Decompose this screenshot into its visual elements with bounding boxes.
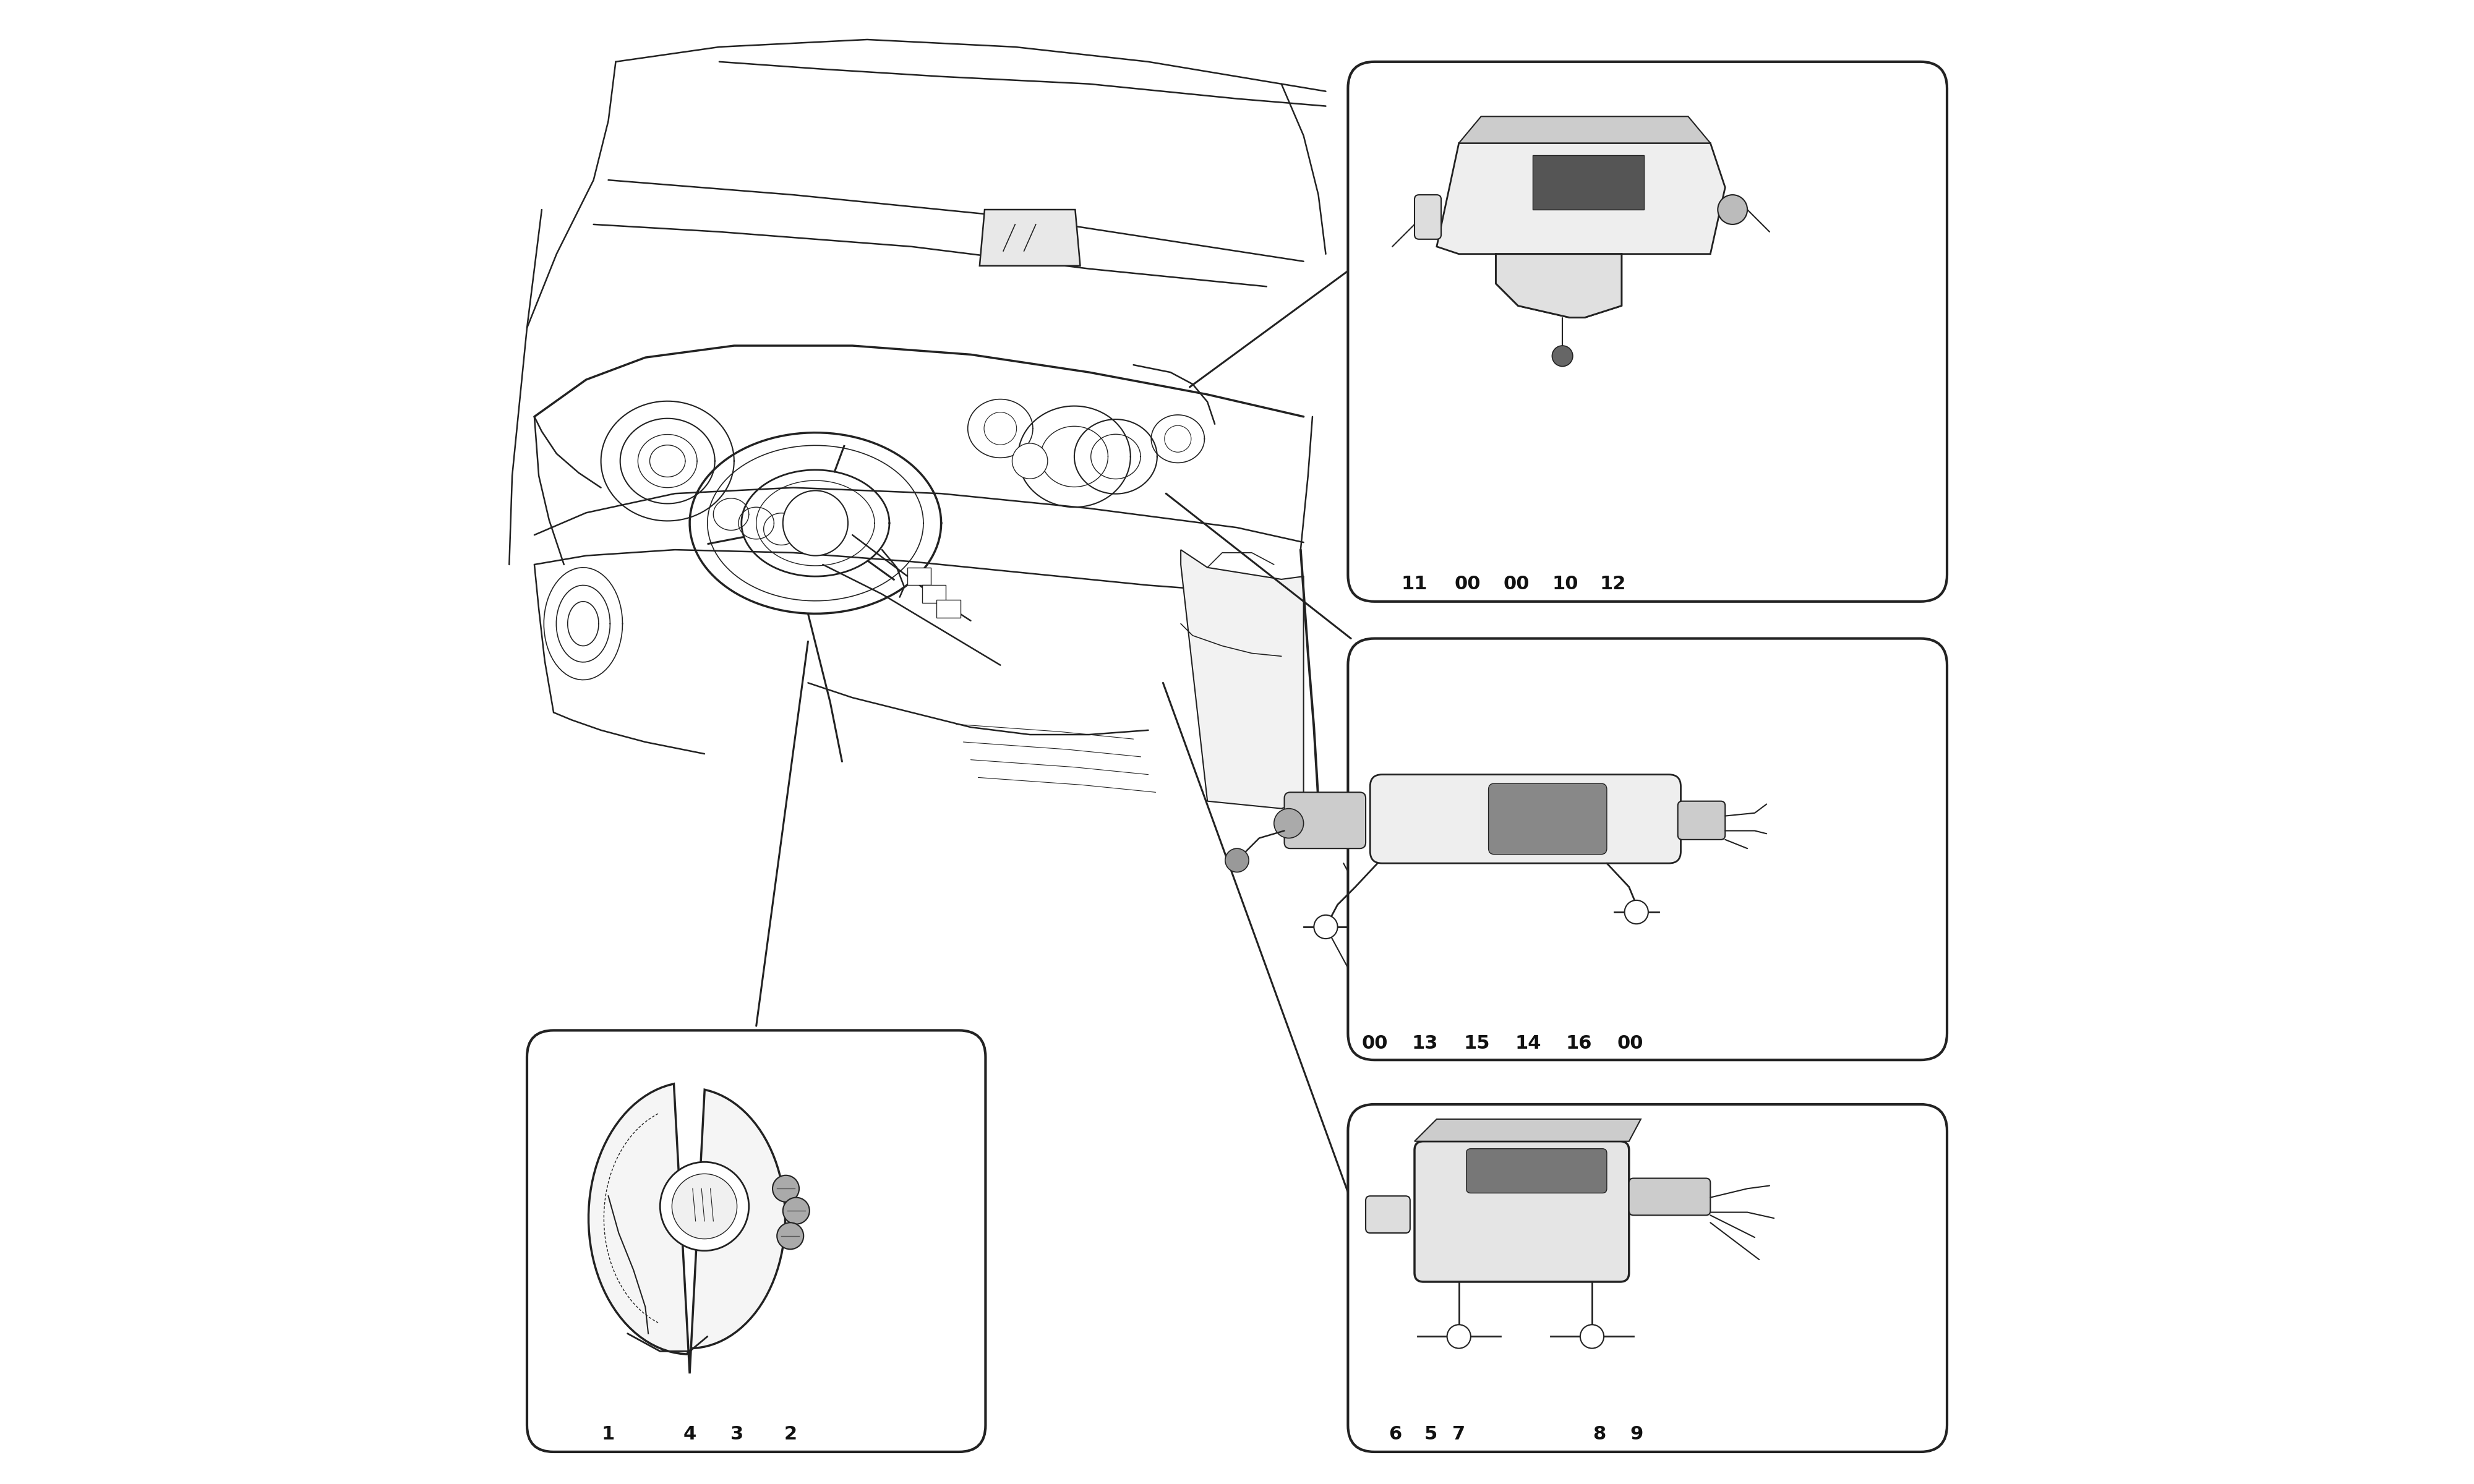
Bar (938, 600, 960, 617)
Bar (908, 567, 930, 585)
Text: 13: 13 (1413, 1034, 1437, 1052)
Text: 14: 14 (1514, 1034, 1541, 1052)
FancyBboxPatch shape (1348, 62, 1947, 601)
Circle shape (772, 1175, 799, 1202)
Text: 00: 00 (1618, 1034, 1643, 1052)
Text: 12: 12 (1601, 574, 1625, 592)
Polygon shape (1180, 549, 1304, 809)
Text: 10: 10 (1551, 574, 1578, 592)
Polygon shape (1415, 1119, 1640, 1141)
Text: 2: 2 (784, 1425, 797, 1442)
FancyBboxPatch shape (1415, 1141, 1628, 1282)
Text: 00: 00 (1455, 574, 1482, 592)
FancyBboxPatch shape (1628, 1178, 1710, 1215)
Circle shape (1165, 426, 1190, 453)
Text: 1: 1 (601, 1425, 616, 1442)
Text: 7: 7 (1452, 1425, 1465, 1442)
FancyBboxPatch shape (1371, 775, 1680, 864)
Circle shape (1314, 916, 1338, 939)
Text: 16: 16 (1566, 1034, 1591, 1052)
Polygon shape (1460, 116, 1710, 142)
Circle shape (661, 1162, 750, 1251)
Text: 3: 3 (730, 1425, 745, 1442)
Circle shape (673, 1174, 737, 1239)
FancyBboxPatch shape (1489, 784, 1606, 855)
Circle shape (1581, 1325, 1603, 1349)
Circle shape (1447, 1325, 1470, 1349)
FancyBboxPatch shape (1348, 1104, 1947, 1451)
Polygon shape (980, 209, 1081, 266)
Polygon shape (1497, 254, 1620, 318)
Text: 00: 00 (1504, 574, 1529, 592)
Circle shape (1625, 901, 1648, 925)
Text: 15: 15 (1465, 1034, 1489, 1052)
FancyBboxPatch shape (527, 1030, 985, 1451)
FancyBboxPatch shape (1415, 194, 1442, 239)
Circle shape (1551, 346, 1573, 367)
Text: 00: 00 (1361, 1034, 1388, 1052)
Circle shape (1012, 444, 1047, 479)
Bar (923, 585, 945, 603)
FancyBboxPatch shape (1366, 1196, 1410, 1233)
Polygon shape (1437, 142, 1724, 254)
Circle shape (1225, 849, 1249, 873)
FancyBboxPatch shape (1284, 792, 1366, 849)
Circle shape (782, 1198, 809, 1224)
Polygon shape (589, 1083, 784, 1374)
Text: 4: 4 (683, 1425, 695, 1442)
Text: 11: 11 (1400, 574, 1427, 592)
Circle shape (1717, 194, 1747, 224)
Circle shape (1274, 809, 1304, 838)
Text: 8: 8 (1593, 1425, 1606, 1442)
Polygon shape (1534, 154, 1643, 209)
Text: 9: 9 (1630, 1425, 1643, 1442)
Text: 6: 6 (1388, 1425, 1403, 1442)
FancyBboxPatch shape (1348, 638, 1947, 1060)
Text: 5: 5 (1425, 1425, 1437, 1442)
Circle shape (985, 413, 1017, 445)
Circle shape (777, 1223, 804, 1250)
FancyBboxPatch shape (1467, 1149, 1606, 1193)
Circle shape (782, 491, 849, 555)
FancyBboxPatch shape (1677, 801, 1724, 840)
